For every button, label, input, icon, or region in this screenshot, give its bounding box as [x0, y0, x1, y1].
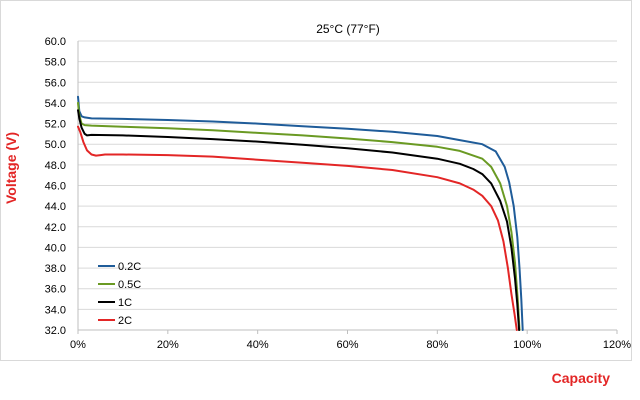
chart-border [0, 0, 632, 361]
x-tick-label: 40% [247, 339, 269, 351]
x-tick-label: 100% [513, 339, 541, 351]
series-line-1c [77, 109, 521, 331]
y-tick-label: 38.0 [45, 263, 66, 275]
x-tick-label: 60% [336, 339, 358, 351]
y-tick-label: 48.0 [45, 160, 66, 172]
y-tick-label: 46.0 [45, 181, 66, 193]
y-tick-label: 58.0 [45, 57, 66, 69]
x-tick-label: 80% [426, 339, 448, 351]
series-line-0-2c [77, 95, 524, 331]
legend: 0.2C 0.5C 1C 2C [98, 261, 141, 327]
legend-label: 0.2C [118, 261, 141, 273]
y-tick-label: 52.0 [45, 119, 66, 131]
y-tick-label: 34.0 [45, 304, 66, 316]
y-tick-label: 32.0 [45, 325, 66, 337]
x-axis-title: Capacity [552, 370, 611, 386]
y-tick-label: 36.0 [45, 284, 66, 296]
y-tick-label: 50.0 [45, 139, 66, 151]
legend-label: 1C [118, 297, 132, 309]
y-tick-label: 40.0 [45, 242, 66, 254]
x-tick-label: 120% [603, 339, 631, 351]
y-tick-label: 54.0 [45, 98, 66, 110]
legend-label: 2C [118, 315, 132, 327]
grid [0, 0, 632, 361]
y-tick-label: 56.0 [45, 77, 66, 89]
y-tick-label: 60.0 [45, 36, 66, 48]
tick-labels: 32.0 34.0 36.0 38.0 40.0 42.0 44.0 46.0 48.0 50.0… [45, 36, 632, 351]
chart-title: 25°C (77°F) [316, 22, 380, 36]
y-axis-title: Voltage (V) [3, 132, 19, 204]
y-tick-label: 44.0 [45, 201, 66, 213]
series-lines [77, 95, 524, 331]
series-line-0-5c [77, 101, 521, 331]
y-tick-label: 42.0 [45, 222, 66, 234]
legend-label: 0.5C [118, 279, 141, 291]
x-tick-label: 20% [157, 339, 179, 351]
series-line-2c [77, 125, 518, 331]
x-tick-label: 0% [70, 339, 86, 351]
